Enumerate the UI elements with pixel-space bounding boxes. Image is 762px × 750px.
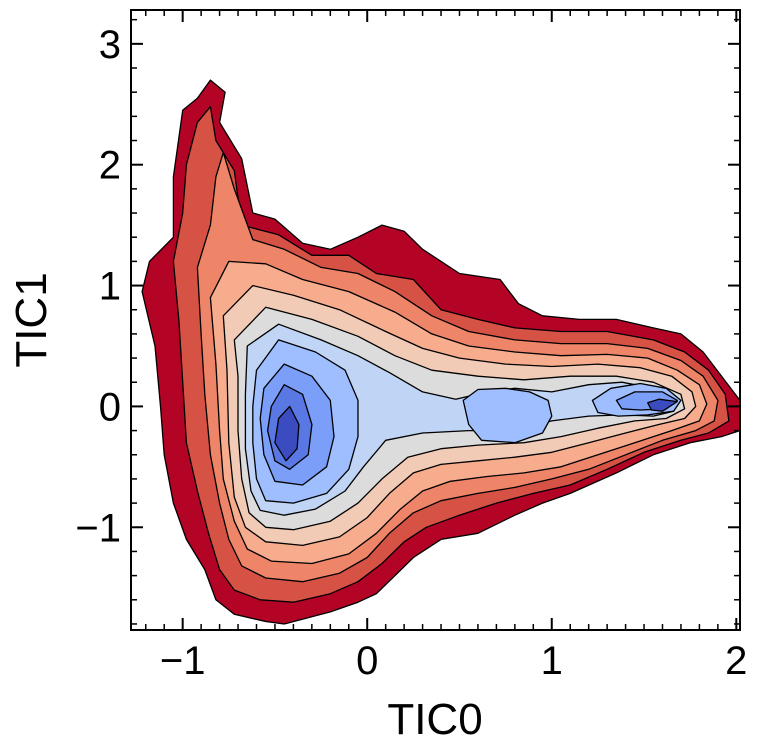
contour-band-9	[462, 387, 553, 444]
x-axis-label: TIC0	[387, 695, 482, 744]
x-tick-label: 2	[725, 639, 747, 683]
y-tick-label: −1	[75, 506, 121, 550]
y-tick-label: 1	[99, 265, 121, 309]
contour-band-15	[647, 398, 678, 412]
x-ticks: −1 0 1 2	[145, 10, 747, 683]
y-tick-label: 3	[99, 23, 121, 67]
x-tick-label: −1	[160, 639, 206, 683]
y-tick-label: 2	[99, 144, 121, 188]
contour-levels	[141, 79, 740, 625]
x-tick-label: 0	[356, 639, 378, 683]
y-ticks: −1 0 1 2 3	[75, 18, 740, 625]
contour-band-14	[274, 405, 300, 462]
plot-frame	[130, 9, 741, 631]
x-tick-label: 1	[541, 639, 563, 683]
y-tick-label: 0	[99, 385, 121, 429]
y-axis-label: TIC1	[7, 272, 56, 367]
